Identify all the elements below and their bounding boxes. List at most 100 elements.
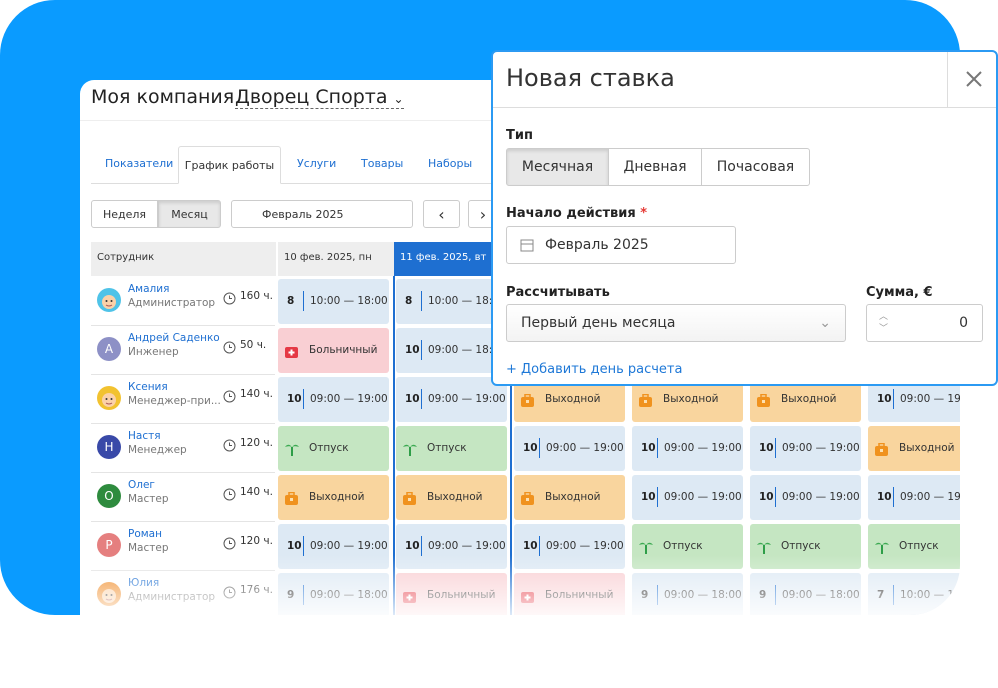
shift-cell[interactable]: Больничный bbox=[514, 573, 625, 615]
shift-cell[interactable]: Выходной bbox=[868, 426, 960, 471]
shift-cell[interactable]: Отпуск bbox=[278, 426, 389, 471]
shift-label[interactable]: Выходной bbox=[545, 491, 601, 503]
shift-time[interactable]: 09:00 — 19:00 bbox=[428, 393, 506, 405]
shift-cell[interactable]: Отпуск bbox=[396, 426, 507, 471]
shift-time[interactable]: 09:00 — 18:00 bbox=[782, 589, 860, 601]
shift-cell[interactable]: 10 09:00 — 19:00 bbox=[396, 524, 507, 569]
shift-time[interactable]: 10:00 — 18:00 bbox=[310, 295, 388, 307]
shift-hours[interactable]: 10 bbox=[877, 393, 892, 405]
shift-hours[interactable]: 10 bbox=[405, 344, 420, 356]
shift-hours[interactable]: 10 bbox=[523, 540, 538, 552]
shift-time[interactable]: 09:00 — 19:00 bbox=[546, 540, 624, 552]
shift-cell[interactable]: 10 09:00 — 19:00 bbox=[868, 475, 960, 520]
shift-label[interactable]: Отпуск bbox=[781, 540, 821, 552]
shift-label[interactable]: Больничный bbox=[427, 589, 496, 601]
type-option[interactable]: Почасовая bbox=[701, 148, 810, 186]
shift-label[interactable]: Больничный bbox=[309, 344, 378, 356]
view-button-label[interactable]: Месяц bbox=[171, 207, 208, 221]
calc-select[interactable]: Первый день месяца ⌄ bbox=[506, 304, 846, 342]
shift-time[interactable]: 09:00 — 18:00 bbox=[428, 344, 506, 356]
shift-cell[interactable]: 7 10:00 — 17:00 bbox=[868, 573, 960, 615]
shift-hours[interactable]: 10 bbox=[405, 393, 420, 405]
shift-cell[interactable]: Выходной bbox=[514, 475, 625, 520]
sum-input[interactable]: ︿ ﹀ 0 bbox=[866, 304, 983, 342]
shift-time[interactable]: 09:00 — 19:00 bbox=[900, 491, 960, 503]
shift-cell[interactable]: 9 09:00 — 18:00 bbox=[750, 573, 861, 615]
shift-cell[interactable]: 10 09:00 — 18:00 bbox=[396, 328, 507, 373]
shift-hours[interactable]: 9 bbox=[759, 589, 767, 601]
shift-cell[interactable]: Отпуск bbox=[632, 524, 743, 569]
tab[interactable]: График работы bbox=[178, 146, 281, 184]
type-option-label[interactable]: Месячная bbox=[521, 159, 594, 175]
shift-cell[interactable]: 8 10:00 — 18:00 bbox=[278, 279, 389, 324]
shift-time[interactable]: 09:00 — 19:00 bbox=[310, 540, 388, 552]
add-link[interactable]: + Добавить день расчета bbox=[506, 362, 683, 377]
employee-name[interactable]: Роман bbox=[128, 528, 162, 540]
shift-cell[interactable]: 10 09:00 — 19:00 bbox=[514, 426, 625, 471]
tab[interactable]: Наборы bbox=[428, 157, 473, 170]
view-button[interactable]: Месяц bbox=[158, 200, 221, 228]
tab[interactable]: Товары bbox=[361, 157, 404, 170]
shift-hours[interactable]: 9 bbox=[287, 589, 295, 601]
shift-time[interactable]: 09:00 — 19:00 bbox=[664, 442, 742, 454]
shift-cell[interactable]: Отпуск bbox=[750, 524, 861, 569]
employee-name[interactable]: Ксения bbox=[128, 381, 168, 393]
shift-label[interactable]: Отпуск bbox=[899, 540, 939, 552]
calc-value[interactable]: Первый день месяца bbox=[521, 315, 676, 331]
shift-label[interactable]: Выходной bbox=[781, 393, 837, 405]
shift-label[interactable]: Выходной bbox=[663, 393, 719, 405]
tab[interactable]: Показатели bbox=[105, 157, 174, 170]
shift-cell[interactable]: 9 09:00 — 18:00 bbox=[632, 573, 743, 615]
period-value[interactable]: Февраль 2025 bbox=[262, 207, 344, 221]
shift-hours[interactable]: 7 bbox=[877, 589, 885, 601]
view-button[interactable]: Неделя bbox=[91, 200, 158, 228]
shift-cell[interactable]: 10 09:00 — 19:00 bbox=[750, 475, 861, 520]
shift-cell[interactable]: Больничный bbox=[278, 328, 389, 373]
shift-time[interactable]: 09:00 — 19:00 bbox=[428, 540, 506, 552]
shift-label[interactable]: Выходной bbox=[309, 491, 365, 503]
shift-label[interactable]: Больничный bbox=[545, 589, 614, 601]
shift-hours[interactable]: 10 bbox=[877, 491, 892, 503]
period-input[interactable]: Февраль 2025 bbox=[231, 200, 413, 228]
shift-label[interactable]: Выходной bbox=[899, 442, 955, 454]
shift-hours[interactable]: 9 bbox=[641, 589, 649, 601]
sum-value[interactable]: 0 bbox=[959, 315, 968, 331]
shift-cell[interactable]: 10 09:00 — 19:00 bbox=[278, 524, 389, 569]
shift-label[interactable]: Отпуск bbox=[309, 442, 349, 454]
shift-cell[interactable]: Больничный bbox=[396, 573, 507, 615]
employee-name[interactable]: Амалия bbox=[128, 283, 170, 295]
start-input[interactable]: Февраль 2025 bbox=[506, 226, 736, 264]
employee-name[interactable]: Настя bbox=[128, 430, 161, 442]
shift-cell[interactable]: 10 09:00 — 19:00 bbox=[750, 426, 861, 471]
shift-time[interactable]: 09:00 — 18:00 bbox=[664, 589, 742, 601]
shift-hours[interactable]: 10 bbox=[523, 442, 538, 454]
shift-time[interactable]: 09:00 — 19:00 bbox=[664, 491, 742, 503]
shift-time[interactable]: 10:00 — 17:00 bbox=[900, 589, 960, 601]
shift-label[interactable]: Отпуск bbox=[427, 442, 467, 454]
shift-cell[interactable]: 10 09:00 — 19:00 bbox=[514, 524, 625, 569]
shift-cell[interactable]: 10 09:00 — 19:00 bbox=[632, 426, 743, 471]
type-option[interactable]: Дневная bbox=[608, 148, 702, 186]
shift-time[interactable]: 09:00 — 19:00 bbox=[310, 393, 388, 405]
prev-button[interactable]: ‹ bbox=[423, 200, 460, 228]
view-button-label[interactable]: Неделя bbox=[102, 207, 147, 221]
shift-hours[interactable]: 10 bbox=[405, 540, 420, 552]
shift-time[interactable]: 09:00 — 18:00 bbox=[310, 589, 388, 601]
shift-cell[interactable]: Выходной bbox=[396, 475, 507, 520]
shift-cell[interactable]: Отпуск bbox=[868, 524, 960, 569]
close-button[interactable] bbox=[965, 70, 983, 88]
type-option[interactable]: Месячная bbox=[506, 148, 609, 186]
shift-time[interactable]: 09:00 — 19:00 bbox=[782, 442, 860, 454]
shift-cell[interactable]: Выходной bbox=[278, 475, 389, 520]
type-option-label[interactable]: Дневная bbox=[623, 159, 687, 175]
shift-label[interactable]: Отпуск bbox=[663, 540, 703, 552]
branch-select[interactable]: Дворец Спорта ⌄ bbox=[235, 86, 404, 109]
tab[interactable]: Услуги bbox=[297, 157, 337, 170]
shift-cell[interactable]: 8 10:00 — 18:00 bbox=[396, 279, 507, 324]
shift-time[interactable]: 09:00 — 19:00 bbox=[782, 491, 860, 503]
shift-hours[interactable]: 10 bbox=[287, 540, 302, 552]
shift-time[interactable]: 09:00 — 19:00 bbox=[900, 393, 960, 405]
shift-hours[interactable]: 10 bbox=[641, 491, 656, 503]
shift-hours[interactable]: 8 bbox=[287, 295, 295, 307]
employee-name[interactable]: Олег bbox=[128, 479, 155, 491]
